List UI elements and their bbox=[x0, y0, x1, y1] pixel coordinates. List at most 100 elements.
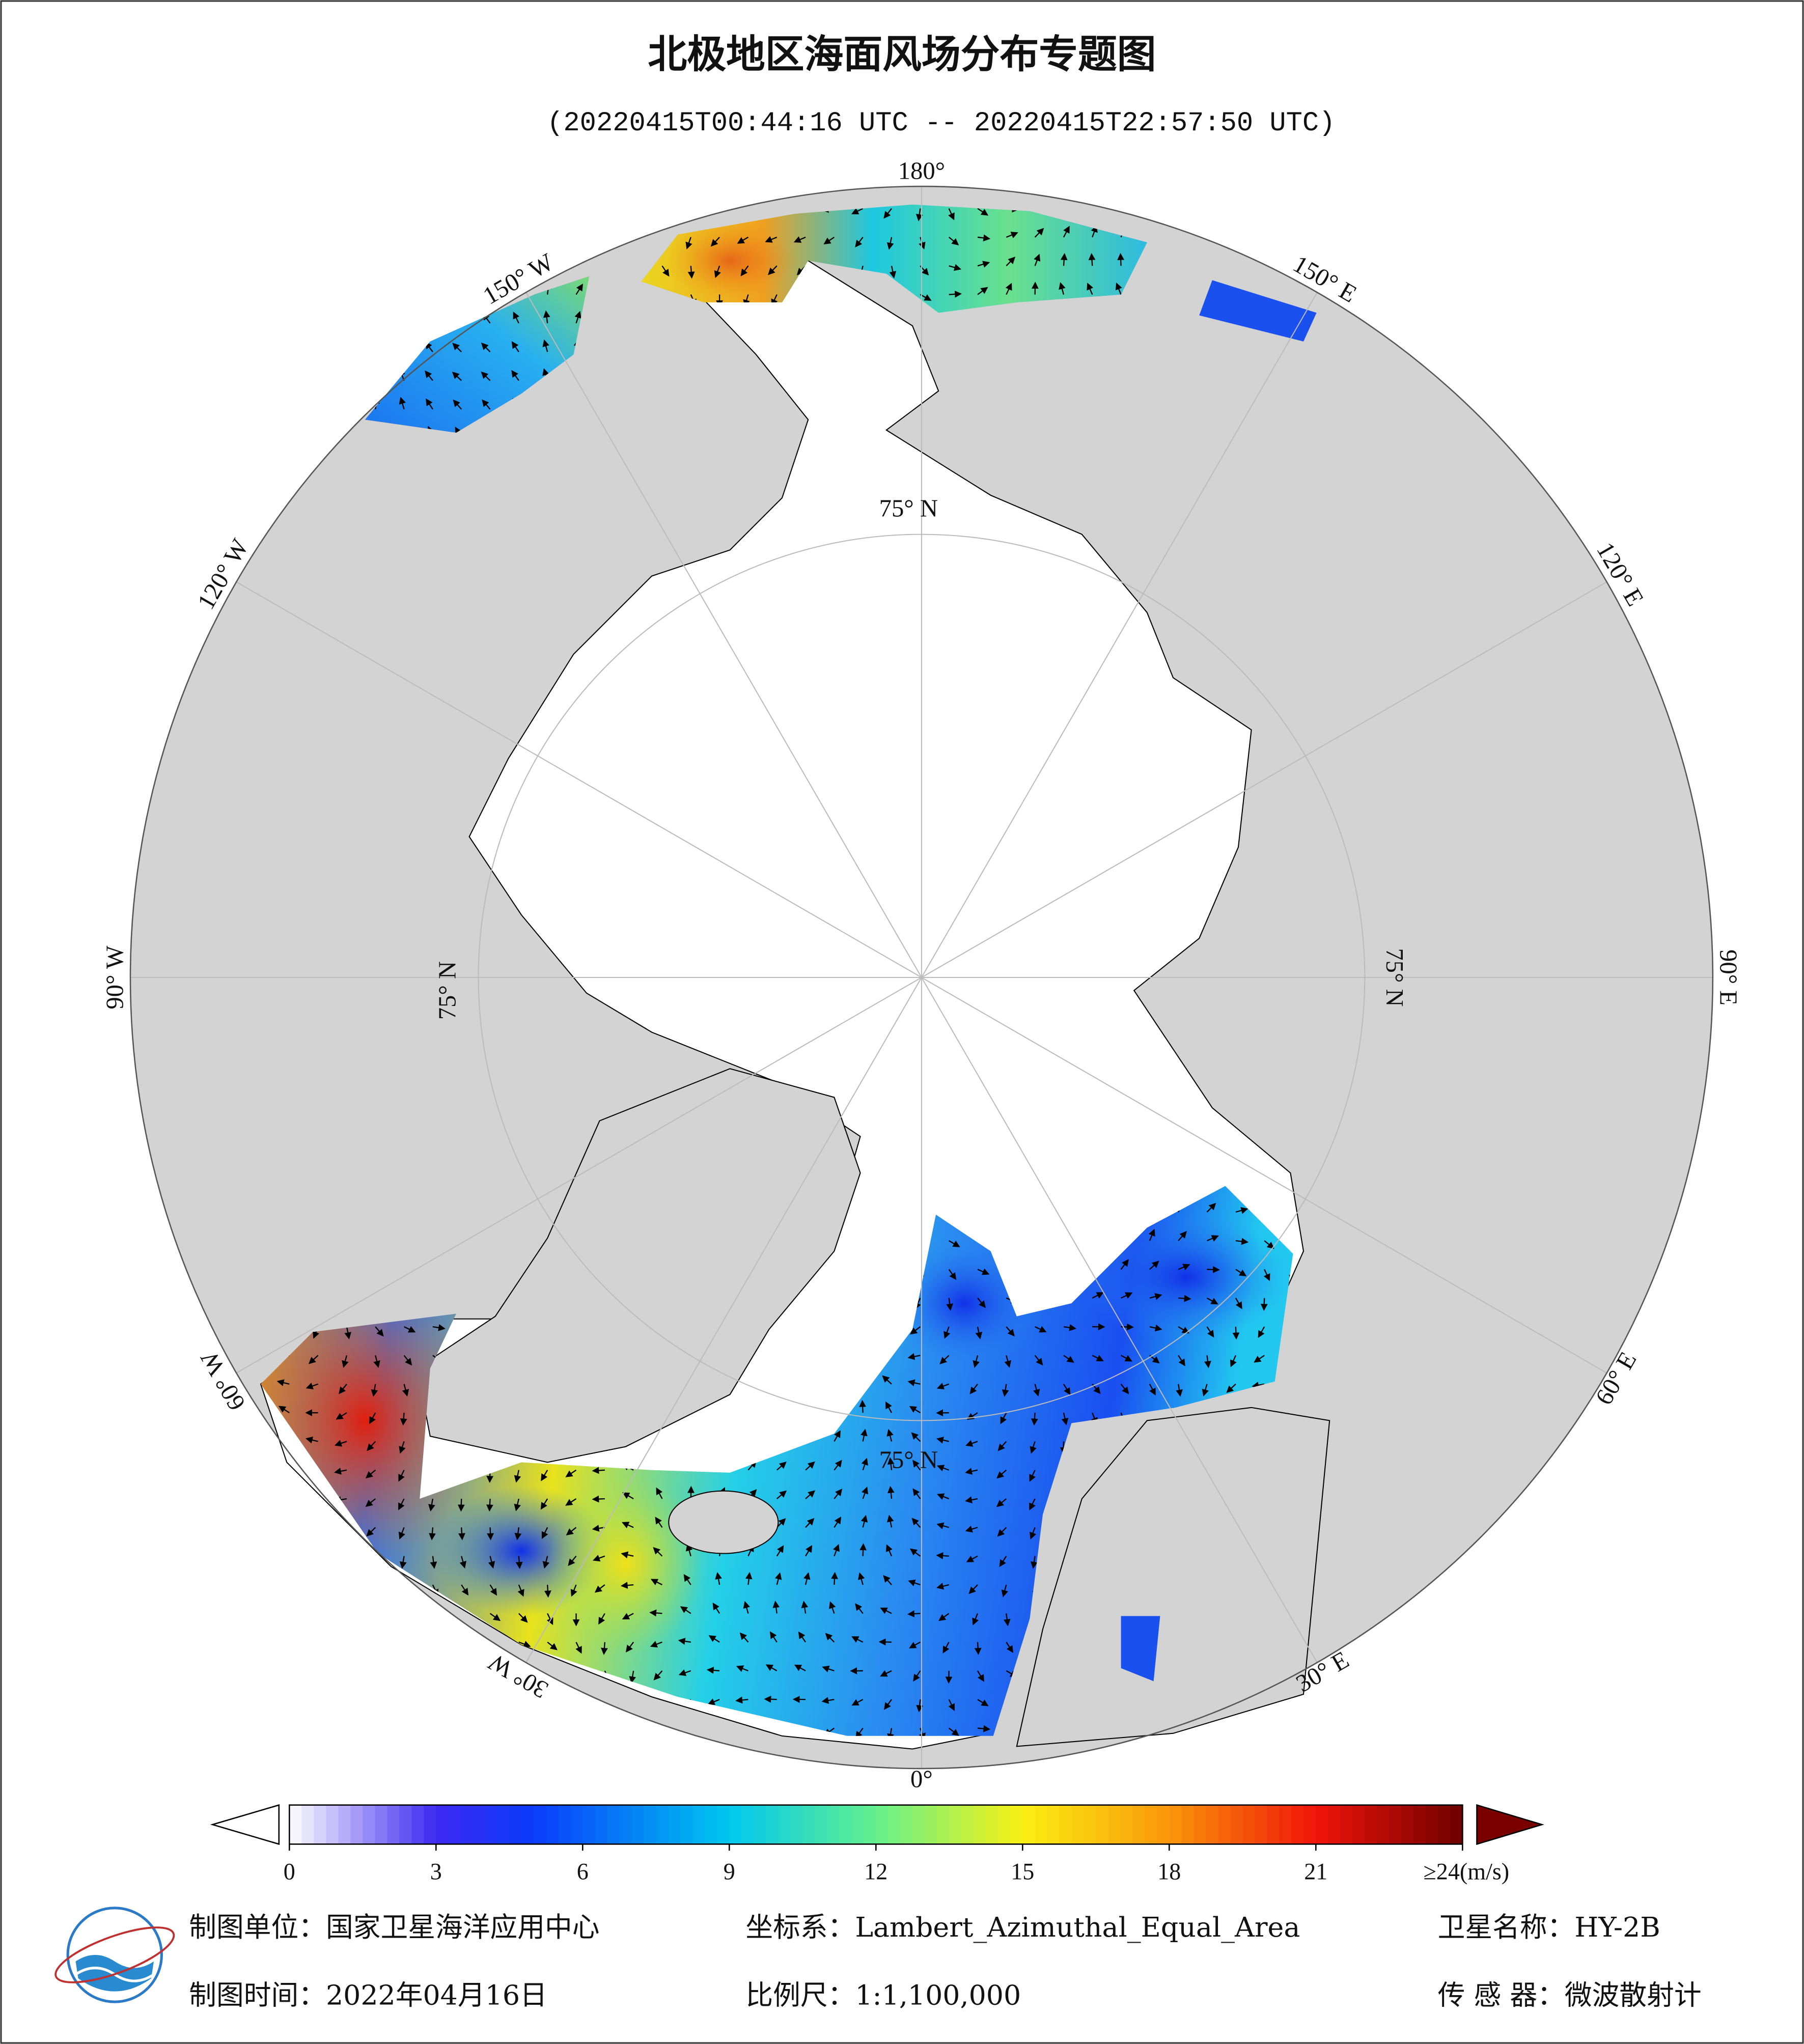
colorbar-tick-label: 15 bbox=[1011, 1859, 1034, 1885]
colorbar-cell bbox=[1218, 1805, 1231, 1844]
wind-arrow bbox=[1226, 1383, 1236, 1393]
wind-arrow bbox=[1035, 1326, 1047, 1333]
wind-arrow bbox=[829, 1601, 836, 1614]
meridian bbox=[921, 977, 1318, 1663]
wind-arrow bbox=[936, 1522, 949, 1529]
graticule bbox=[130, 186, 1713, 1769]
wind-arrow bbox=[948, 237, 959, 245]
wind-arrow bbox=[400, 1412, 407, 1426]
colorbar-cell bbox=[1169, 1805, 1182, 1844]
wind-arrow bbox=[1029, 1498, 1036, 1510]
wind-arrow bbox=[542, 339, 549, 352]
colorbar-cell bbox=[631, 1805, 645, 1844]
wind-arrow bbox=[883, 208, 892, 219]
colorbar-cell bbox=[448, 1805, 461, 1844]
footer: 制图单位：国家卫星海洋应用中心 坐标系：Lambert_Azimuthal_Eq… bbox=[54, 1907, 1702, 2011]
wind-arrow bbox=[565, 1498, 577, 1506]
wind-arrow bbox=[919, 237, 926, 249]
wind-arrow bbox=[855, 1603, 864, 1614]
wind-arrow bbox=[912, 1460, 921, 1471]
wind-arrow bbox=[737, 236, 749, 244]
colorbar-cell bbox=[1206, 1805, 1219, 1844]
wind-arrow bbox=[1031, 1412, 1038, 1426]
colorbar-cell bbox=[1047, 1805, 1060, 1844]
wind-arrow bbox=[575, 1642, 582, 1654]
wind-arrow bbox=[481, 342, 491, 353]
meridian bbox=[921, 292, 1318, 978]
colorbar-cell bbox=[961, 1805, 975, 1844]
wind-arrow bbox=[1252, 1382, 1265, 1389]
wind-arrow bbox=[938, 1613, 950, 1621]
wind-arrow bbox=[371, 1384, 378, 1397]
wind-arrow bbox=[916, 1699, 924, 1713]
wind-arrow bbox=[1230, 1355, 1237, 1367]
wind-arrow bbox=[823, 236, 835, 245]
colorbar-cell bbox=[1242, 1805, 1256, 1844]
wind-arrow bbox=[452, 372, 462, 381]
colorbar-cell bbox=[619, 1805, 632, 1844]
wind-arrow bbox=[622, 1613, 634, 1619]
wind-arrow bbox=[650, 1641, 662, 1648]
wind-arrow bbox=[948, 1269, 957, 1280]
colorbar-cell bbox=[1438, 1805, 1451, 1844]
wind-arrow bbox=[768, 265, 778, 275]
wind-arrow bbox=[966, 1555, 978, 1562]
wind-arrow bbox=[543, 310, 550, 324]
wind-arrow bbox=[1006, 257, 1016, 267]
wind-arrow bbox=[965, 1496, 978, 1503]
wind-arrow bbox=[593, 1555, 605, 1562]
colorbar-tick-label: 18 bbox=[1157, 1859, 1181, 1885]
wind-arrow bbox=[965, 1525, 978, 1533]
wind-arrow bbox=[887, 1486, 895, 1499]
wind-arrow bbox=[908, 1579, 921, 1586]
colorbar-cell bbox=[839, 1805, 852, 1844]
wind-arrow bbox=[373, 1355, 380, 1368]
wind-arrow bbox=[365, 1469, 376, 1479]
wind-arrow bbox=[365, 1498, 376, 1507]
wind-arrow bbox=[969, 1384, 978, 1394]
wind-arrow bbox=[740, 265, 749, 276]
wind-arrow bbox=[822, 1665, 835, 1672]
wind-arrow bbox=[1063, 226, 1070, 238]
colorbar-cell bbox=[1291, 1805, 1305, 1844]
colorbar-cell bbox=[705, 1805, 718, 1844]
wind-arrow bbox=[1029, 1470, 1036, 1482]
wind-arrow bbox=[542, 1556, 550, 1569]
wind-arrow bbox=[403, 1355, 412, 1366]
colorbar-cell bbox=[668, 1805, 681, 1844]
wind-arrow bbox=[765, 236, 778, 243]
wind-arrow bbox=[939, 1355, 950, 1364]
wind-arrow bbox=[859, 1543, 867, 1556]
colorbar-max-arrow bbox=[1476, 1804, 1544, 1845]
colorbar: 0 3 6 9 12 15 18 21 ≥24(m/s) bbox=[210, 1804, 1544, 1885]
wind-arrow bbox=[1235, 1269, 1247, 1276]
colorbar-cell bbox=[582, 1805, 596, 1844]
wind-arrow bbox=[1060, 253, 1068, 266]
wind-arrow bbox=[909, 1641, 921, 1648]
wind-arrow bbox=[398, 1498, 405, 1510]
wind-arrow bbox=[1004, 1355, 1011, 1368]
wind-arrow bbox=[369, 1412, 376, 1424]
meridian bbox=[525, 292, 922, 978]
wind-arrow bbox=[592, 1525, 605, 1532]
colorbar-cell bbox=[473, 1805, 486, 1844]
wind-arrow bbox=[629, 1670, 636, 1684]
colorbar-cell bbox=[521, 1805, 535, 1844]
wind-arrow bbox=[1178, 1264, 1190, 1271]
wind-arrow bbox=[886, 1429, 894, 1442]
wind-arrow bbox=[765, 1664, 778, 1671]
meridian bbox=[236, 581, 922, 978]
colorbar-cell bbox=[289, 1805, 302, 1844]
colorbar-cell bbox=[1157, 1805, 1170, 1844]
wind-arrow bbox=[972, 1613, 979, 1626]
colorbar-cell bbox=[888, 1805, 901, 1844]
wind-arrow bbox=[1121, 1292, 1133, 1299]
latitude-label: 75° N bbox=[1381, 948, 1408, 1006]
wind-arrow bbox=[547, 1641, 558, 1650]
colorbar-cell bbox=[1352, 1805, 1366, 1844]
wind-arrow bbox=[999, 1556, 1007, 1567]
wind-arrow bbox=[936, 1383, 950, 1390]
wind-arrow bbox=[736, 1665, 748, 1672]
wind-arrow bbox=[1235, 1207, 1248, 1214]
wind-arrow bbox=[977, 1268, 990, 1275]
